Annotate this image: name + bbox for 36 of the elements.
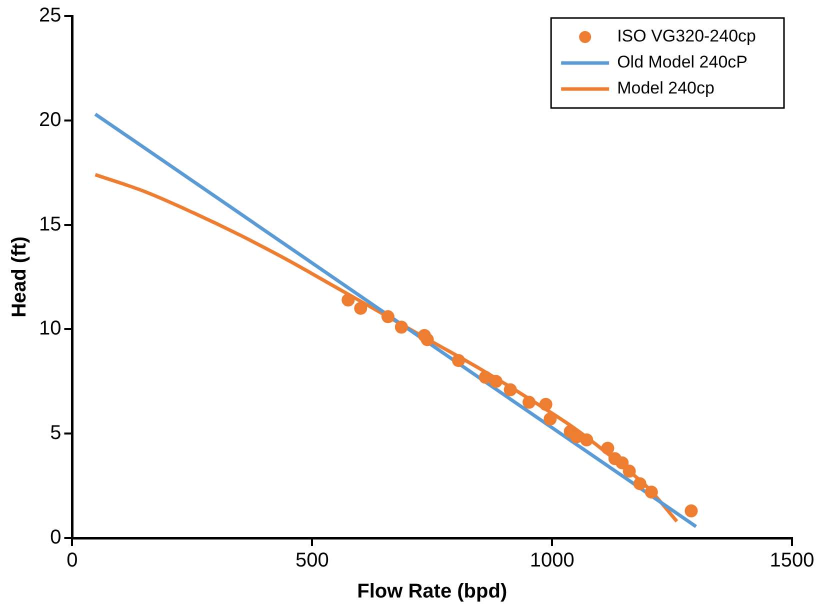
- y-tick-label: 10: [38, 318, 62, 340]
- point: [616, 456, 629, 470]
- point: [622, 464, 636, 478]
- point: [504, 383, 517, 396]
- x-tick-label: 1500: [770, 550, 814, 572]
- y-tick-label: 15: [38, 213, 62, 236]
- point: [644, 486, 658, 499]
- y-tick-label: 25: [38, 4, 62, 27]
- point: [381, 310, 394, 324]
- y-tick-label: 0: [50, 526, 62, 549]
- y-tick-label: 20: [38, 108, 62, 131]
- legend-label: ISO VG320-240cp: [617, 26, 756, 46]
- point: [354, 302, 368, 315]
- point: [580, 433, 594, 446]
- x-tick-label: 1000: [530, 550, 574, 572]
- x-axis-title: Flow Rate (bpd): [357, 580, 508, 603]
- point: [633, 477, 646, 490]
- point: [522, 396, 536, 409]
- x-tick-label: 0: [66, 550, 78, 572]
- point: [601, 442, 614, 455]
- point: [452, 354, 466, 368]
- line-series: [94, 172, 679, 524]
- point: [478, 370, 492, 384]
- point: [539, 398, 552, 411]
- point: [544, 412, 557, 426]
- x-tick-label: 500: [295, 550, 329, 572]
- y-axis-title: Head (ft): [8, 236, 31, 318]
- y-tick-label: 5: [50, 422, 62, 444]
- point: [684, 504, 698, 518]
- point: [394, 320, 408, 334]
- point: [420, 333, 434, 346]
- point: [570, 430, 584, 444]
- legend-label: Old Model 240cP: [617, 52, 748, 72]
- legend-label: Model 240cp: [617, 78, 714, 98]
- point: [342, 293, 355, 306]
- point: [489, 374, 502, 388]
